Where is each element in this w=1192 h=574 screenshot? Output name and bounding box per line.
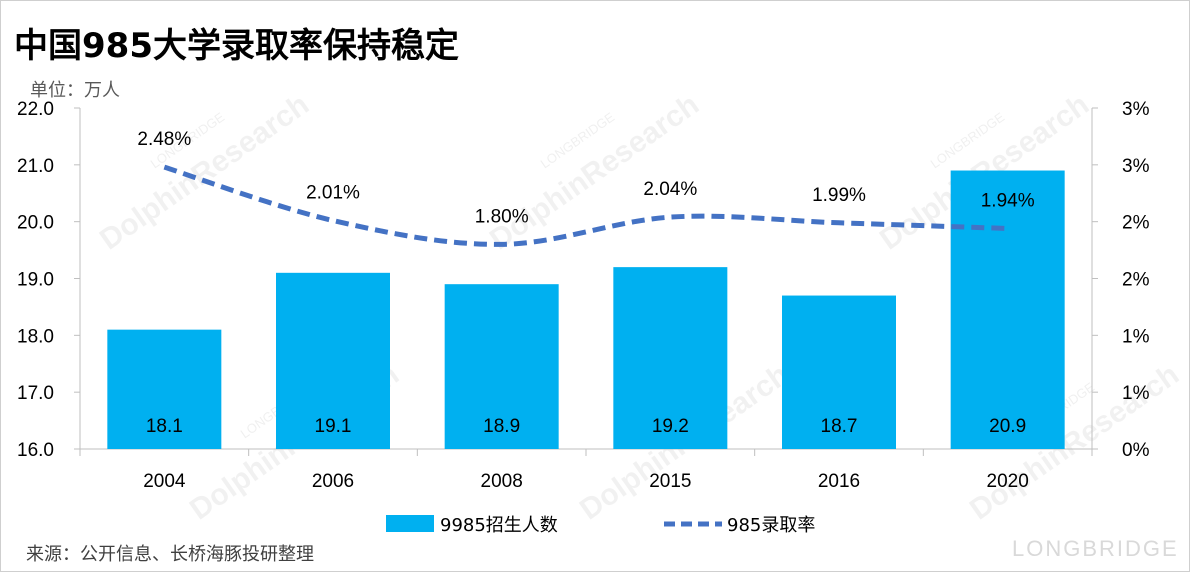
bar	[782, 295, 896, 449]
y-right-tick-label: 1%	[1122, 383, 1150, 404]
bar	[613, 267, 728, 449]
y-right-tick-label: 2%	[1122, 213, 1150, 234]
line-data-label: 1.99%	[812, 185, 866, 206]
axes-layer: 16.0 17.0 18.0 19.0 20.0 21.0 22.0 0% 1% 1% 2% 2% 3%…	[17, 99, 1150, 492]
bar	[107, 329, 222, 449]
y-right-tick-label: 1%	[1122, 326, 1150, 347]
legend-bar-label: 9985招生人数	[440, 515, 558, 536]
y-left-tick-label: 16.0	[17, 440, 54, 461]
bar-data-label: 18.7	[821, 416, 858, 437]
x-tick-label: 2008	[481, 471, 523, 492]
line-data-label: 1.94%	[981, 190, 1035, 211]
brand-watermark: LONGBRIDGE	[1012, 536, 1179, 561]
bar	[276, 272, 390, 449]
x-tick-label: 2016	[818, 471, 860, 492]
x-tick-label: 2015	[649, 471, 691, 492]
bar-data-label: 19.1	[315, 416, 352, 437]
line-data-label: 2.48%	[137, 129, 191, 150]
bar	[444, 284, 559, 449]
unit-label: 单位：万人	[30, 80, 120, 101]
bar-data-label: 19.2	[652, 416, 689, 437]
bars-layer	[107, 170, 1065, 449]
legend-bar-swatch	[386, 515, 434, 532]
legend-line-label: 985录取率	[727, 515, 815, 536]
y-right-tick-label: 2%	[1122, 270, 1150, 291]
y-left-tick-label: 22.0	[17, 99, 54, 120]
line-data-label: 2.01%	[306, 183, 360, 204]
line-layer	[163, 164, 1008, 247]
watermark-text: DolphinResearch	[94, 88, 315, 257]
legend-layer: 9985招生人数 985录取率	[386, 515, 815, 536]
y-left-tick-label: 17.0	[17, 383, 54, 404]
y-right-tick-label: 3%	[1122, 99, 1150, 120]
bar-data-label: 18.1	[146, 416, 183, 437]
x-tick-label: 2020	[987, 471, 1029, 492]
labels-layer: 18.1 19.1 18.9 19.2 18.7 20.9 2.48% 2.01% 1.80% 2…	[137, 129, 1034, 437]
y-right-tick-label: 0%	[1122, 440, 1150, 461]
x-tick-label: 2004	[143, 471, 186, 492]
y-left-tick-label: 21.0	[17, 156, 54, 177]
bar	[950, 170, 1065, 449]
y-left-tick-label: 20.0	[17, 213, 54, 234]
y-left-tick-label: 18.0	[17, 326, 54, 347]
bar-data-label: 18.9	[483, 416, 520, 437]
source-note: 来源：公开信息、长桥海豚投研整理	[26, 544, 314, 565]
line-data-label: 2.04%	[643, 179, 697, 200]
x-tick-label: 2006	[312, 471, 354, 492]
y-left-tick-label: 19.0	[17, 270, 54, 291]
chart-title: 中国985大学录取率保持稳定	[14, 26, 459, 66]
bar-data-label: 20.9	[989, 416, 1026, 437]
rate-line-series	[163, 164, 1008, 247]
line-data-label: 1.80%	[475, 206, 529, 227]
y-right-tick-label: 3%	[1122, 156, 1150, 177]
